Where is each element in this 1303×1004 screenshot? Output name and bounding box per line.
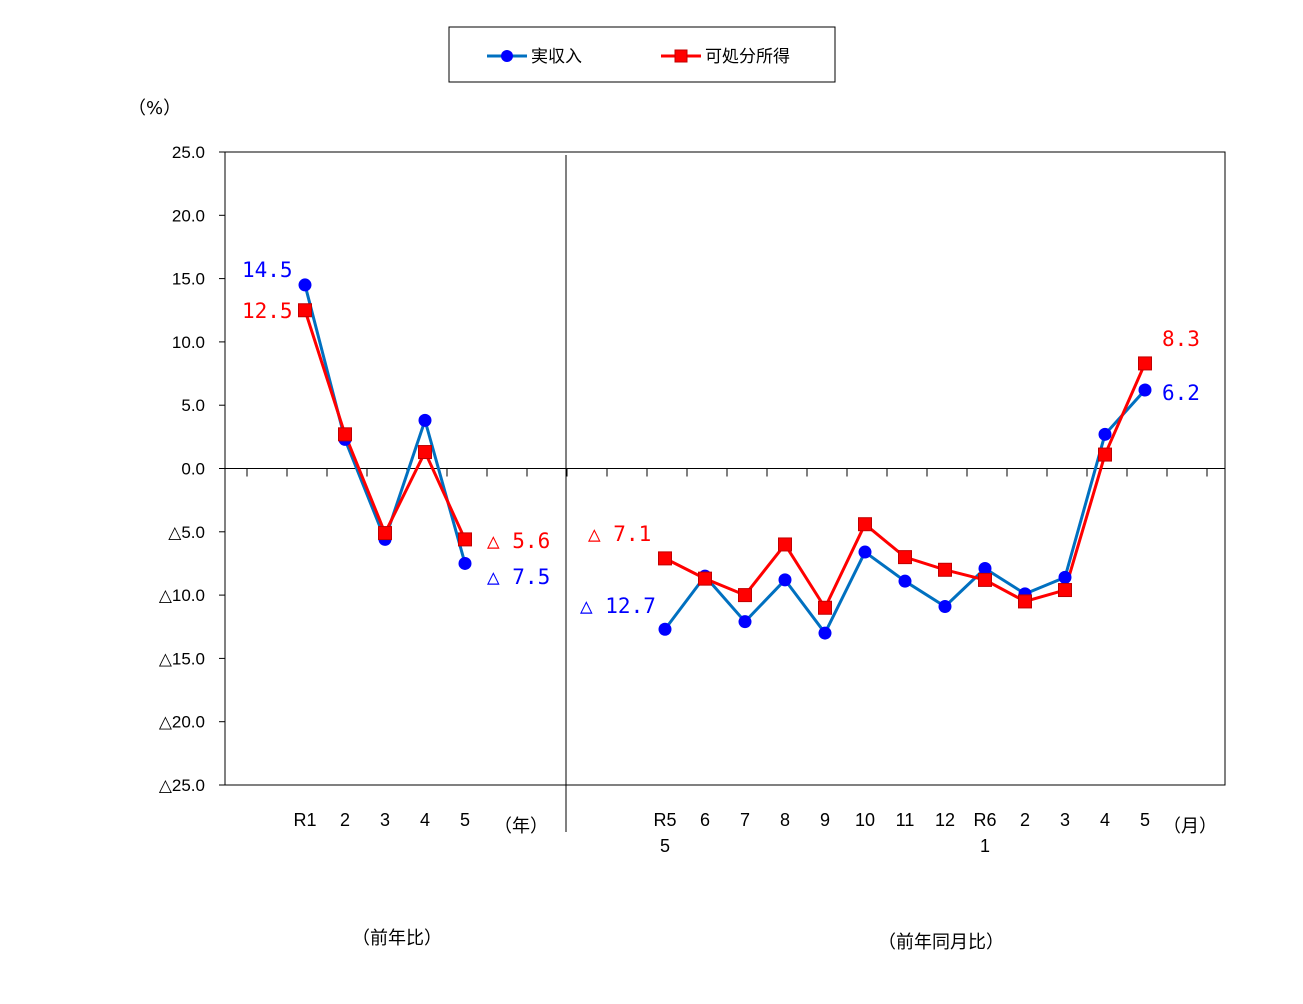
monthly-series-income-line: [663, 389, 1147, 635]
x-tick-label: R1: [293, 810, 316, 830]
y-tick-label: 10.0: [172, 333, 205, 352]
y-tick-label: △25.0: [159, 776, 205, 795]
x-tick-label: 4: [420, 810, 430, 830]
annual-disposable-point: [458, 532, 472, 547]
x-tick-label: 1: [980, 836, 990, 856]
monthly-disposable-point: [1138, 356, 1152, 371]
y-axis: 25.0 20.0 15.0 10.0 5.0 0.0 △5.0 △10.0 △15.0 △20.…: [159, 143, 1225, 795]
y-tick-label: 20.0: [172, 206, 205, 225]
x-tick-label: 6: [700, 810, 710, 830]
x-tick-label: 8: [780, 810, 790, 830]
y-tick-label: 5.0: [181, 396, 205, 415]
annual-series-income-line: [303, 284, 467, 564]
series-group: [298, 278, 1152, 640]
legend-marker-income: [501, 50, 513, 62]
y-tick-label: △20.0: [159, 713, 205, 732]
legend: 実収入 可処分所得: [448, 26, 836, 83]
annual-disposable-point: [338, 427, 352, 442]
x-tick-label: 2: [340, 810, 350, 830]
monthly-income-point: [1138, 383, 1152, 397]
monthly-disposable-point: [978, 572, 992, 587]
annual-income-point: [458, 556, 472, 570]
monthly-income-point: [858, 545, 872, 559]
annual-section-label: （前年比）: [352, 928, 442, 949]
annotation-income-r6-may: 6.2: [1162, 381, 1200, 405]
annotation-income-r1: 14.5: [242, 258, 293, 282]
annotation-disposable-r5-may: △ 7.1: [588, 522, 651, 546]
x-tick-label: 7: [740, 810, 750, 830]
legend-label-disposable: 可処分所得: [705, 47, 790, 67]
monthly-disposable-point: [738, 588, 752, 603]
x-tick-label: 10: [855, 810, 875, 830]
annual-income-point: [298, 278, 312, 292]
legend-label-income: 実収入: [531, 47, 582, 67]
monthly-disposable-point: [698, 571, 712, 586]
y-tick-label: 15.0: [172, 270, 205, 289]
y-tick-label: △5.0: [168, 523, 205, 542]
monthly-income-point: [1058, 570, 1072, 584]
x-tick-label: 9: [820, 810, 830, 830]
monthly-disposable-point: [938, 562, 952, 577]
x-tick-label: 3: [1060, 810, 1070, 830]
annotation-disposable-r1: 12.5: [242, 299, 293, 323]
annotation-disposable-r5: △ 5.6: [487, 529, 550, 553]
y-tick-label: △10.0: [159, 586, 205, 605]
month-unit-label: （月）: [1163, 816, 1217, 836]
monthly-disposable-point: [658, 551, 672, 566]
monthly-income-point: [778, 573, 792, 587]
monthly-section-label: （前年同月比）: [878, 932, 1004, 953]
x-tick-label: 5: [660, 836, 670, 856]
annotation-disposable-r6-may: 8.3: [1162, 327, 1200, 351]
x-tick-label: 4: [1100, 810, 1110, 830]
x-tick-label: 3: [380, 810, 390, 830]
annual-disposable-point: [298, 303, 312, 318]
monthly-disposable-point: [818, 600, 832, 615]
monthly-income-point: [898, 574, 912, 588]
annual-income-point: [418, 413, 432, 427]
x-tick-label: R6: [973, 810, 996, 830]
annual-disposable-point: [418, 445, 432, 460]
monthly-disposable-point: [858, 517, 872, 532]
monthly-disposable-point: [1018, 594, 1032, 609]
x-tick-label: 5: [1140, 810, 1150, 830]
y-tick-label: △15.0: [159, 649, 205, 668]
monthly-disposable-point: [1098, 447, 1112, 462]
y-tick-label: 0.0: [181, 460, 205, 479]
monthly-income-point: [978, 562, 992, 576]
monthly-series-disposable-line: [664, 362, 1147, 610]
monthly-income-point: [1098, 427, 1112, 441]
x-tick-label: 5: [460, 810, 470, 830]
monthly-disposable-point: [1058, 583, 1072, 598]
legend-marker-disposable: [674, 49, 688, 63]
monthly-income-point: [738, 615, 752, 629]
annual-series-disposable-line: [303, 309, 467, 541]
x-tick-label: R5: [653, 810, 676, 830]
x-tick-label: 11: [896, 810, 915, 830]
year-unit-label: （年）: [494, 816, 548, 836]
y-unit-label: （%）: [128, 98, 181, 119]
monthly-disposable-point: [778, 537, 792, 552]
y-tick-label: 25.0: [172, 143, 205, 162]
annual-disposable-point: [378, 526, 392, 541]
monthly-income-point: [938, 599, 952, 613]
annotation-income-r5-may: △ 12.7: [580, 594, 656, 618]
monthly-income-point: [818, 626, 832, 640]
monthly-income-point: [658, 622, 672, 636]
annotation-income-r5: △ 7.5: [487, 565, 550, 589]
monthly-disposable-point: [898, 550, 912, 565]
x-tick-label: 2: [1020, 810, 1030, 830]
x-axis-ticks: [246, 468, 1208, 477]
x-tick-label: 12: [935, 810, 955, 830]
